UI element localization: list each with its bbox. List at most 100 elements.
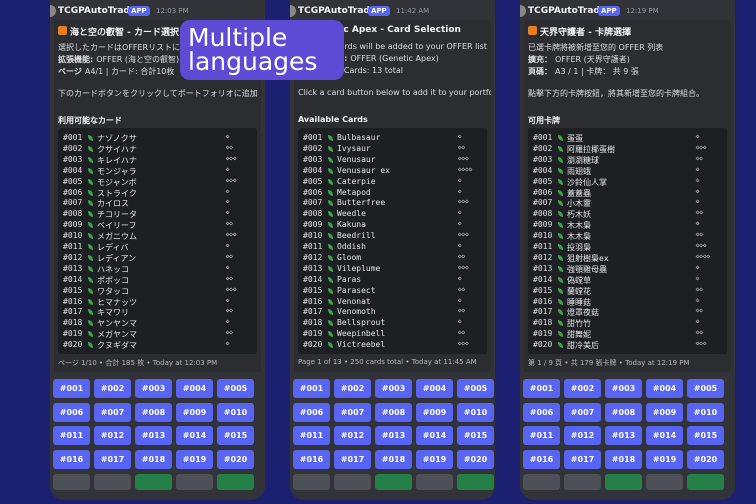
card-button[interactable]: #007: [334, 402, 371, 422]
card-button[interactable]: #004: [416, 379, 453, 398]
card-button[interactable]: #002: [94, 379, 131, 398]
nav-button[interactable]: [605, 474, 642, 490]
card-button[interactable]: #006: [293, 402, 330, 422]
card-button[interactable]: #005: [457, 379, 494, 398]
card-name: チコリータ: [97, 210, 137, 220]
card-id: #014: [533, 274, 553, 284]
card-name: レディアン: [97, 253, 137, 263]
nav-button[interactable]: [646, 474, 683, 490]
card-button[interactable]: #008: [375, 402, 412, 422]
card-button[interactable]: #007: [564, 402, 601, 422]
embed-intro: 選択したカードはOFFERリストに追加されます: [58, 43, 229, 52]
card-button[interactable]: #001: [293, 379, 330, 398]
card-button[interactable]: #012: [94, 426, 131, 445]
card-rarity: ◇◇◇: [457, 154, 469, 162]
card-button[interactable]: #001: [523, 379, 560, 398]
nav-button[interactable]: [564, 474, 601, 490]
card-button[interactable]: #008: [605, 402, 642, 422]
card-button[interactable]: #016: [53, 449, 90, 469]
label-line: Multiple: [188, 23, 288, 52]
card-rarity: ◇◇: [457, 285, 466, 293]
card-id: #005: [533, 176, 553, 186]
card-button[interactable]: #005: [687, 379, 724, 398]
card-button[interactable]: #008: [135, 402, 172, 422]
card-button[interactable]: #011: [293, 426, 330, 445]
nav-button[interactable]: [94, 474, 131, 490]
card-button[interactable]: #014: [176, 426, 213, 445]
card-button[interactable]: #010: [457, 402, 494, 422]
card-button[interactable]: #020: [457, 449, 494, 469]
nav-button[interactable]: [176, 474, 213, 490]
card-button[interactable]: #009: [646, 402, 683, 422]
card-button[interactable]: #017: [334, 449, 371, 469]
card-button[interactable]: #011: [53, 426, 90, 445]
card-button[interactable]: #001: [53, 379, 90, 398]
card-button[interactable]: #002: [334, 379, 371, 398]
card-button[interactable]: #004: [646, 379, 683, 398]
card-id: #014: [303, 274, 323, 284]
card-button[interactable]: #012: [564, 426, 601, 445]
card-rarity: ◇: [225, 198, 230, 206]
card-button[interactable]: #003: [375, 379, 412, 398]
card-button[interactable]: #018: [605, 449, 642, 469]
card-button[interactable]: #010: [687, 402, 724, 422]
card-name: Beedrill: [337, 231, 376, 241]
card-button[interactable]: #020: [217, 449, 254, 469]
nav-button[interactable]: [135, 474, 172, 490]
card-button[interactable]: #003: [605, 379, 642, 398]
card-button[interactable]: #015: [217, 426, 254, 445]
card-button[interactable]: #011: [523, 426, 560, 445]
card-button[interactable]: #014: [646, 426, 683, 445]
leaf-icon: [558, 167, 563, 174]
card-button[interactable]: #010: [217, 402, 254, 422]
card-rarity: ◇◇: [225, 329, 233, 337]
card-button[interactable]: #012: [334, 426, 371, 445]
card-button[interactable]: #016: [293, 449, 330, 469]
card-button[interactable]: #015: [687, 426, 724, 445]
nav-button[interactable]: [375, 474, 412, 490]
leaf-icon: [558, 178, 563, 185]
card-button[interactable]: #020: [687, 449, 724, 469]
leaf-icon: [328, 189, 333, 196]
card-button[interactable]: #006: [523, 402, 560, 422]
card-button[interactable]: #007: [94, 402, 131, 422]
card-name: Bellsprout: [337, 318, 386, 328]
card-button[interactable]: #019: [646, 449, 683, 469]
nav-button[interactable]: [217, 474, 254, 490]
nav-button[interactable]: [53, 474, 90, 490]
card-button[interactable]: #003: [135, 379, 172, 398]
card-button[interactable]: #018: [375, 449, 412, 469]
nav-button[interactable]: [416, 474, 453, 490]
panel-chinese: TCGPAutoTrade APP 12:19 PM 天界守護者 - 卡牌選擇 已選卡牌…: [520, 0, 735, 500]
nav-button[interactable]: [687, 474, 724, 490]
card-button[interactable]: #019: [416, 449, 453, 469]
card-button[interactable]: #005: [217, 379, 254, 398]
card-button[interactable]: #017: [94, 449, 131, 469]
leaf-icon: [88, 200, 93, 207]
card-button[interactable]: #016: [523, 449, 560, 469]
card-button[interactable]: #002: [564, 379, 601, 398]
card-button[interactable]: #009: [416, 402, 453, 422]
card-button[interactable]: #013: [375, 426, 412, 445]
card-button[interactable]: #009: [176, 402, 213, 422]
card-button[interactable]: #017: [564, 449, 601, 469]
nav-button[interactable]: [457, 474, 494, 490]
card-rarity: ◇◇: [225, 307, 233, 315]
card-button[interactable]: #015: [457, 426, 494, 445]
card-rarity: ◇: [457, 176, 462, 184]
card-rarity: ◇: [225, 209, 230, 217]
card-button[interactable]: #006: [53, 402, 90, 422]
card-button[interactable]: #004: [176, 379, 213, 398]
card-button[interactable]: #013: [135, 426, 172, 445]
card-button[interactable]: #019: [176, 449, 213, 469]
card-button[interactable]: #018: [135, 449, 172, 469]
embed-instruction: Click a card button below to add it to y…: [298, 88, 491, 97]
card-button[interactable]: #014: [416, 426, 453, 445]
card-id: #001: [303, 133, 323, 142]
nav-button[interactable]: [293, 474, 330, 490]
nav-button[interactable]: [523, 474, 560, 490]
nav-button[interactable]: [334, 474, 371, 490]
card-rarity: ◇◇: [695, 231, 703, 239]
leaf-icon: [558, 135, 563, 141]
card-button[interactable]: #013: [605, 426, 642, 445]
